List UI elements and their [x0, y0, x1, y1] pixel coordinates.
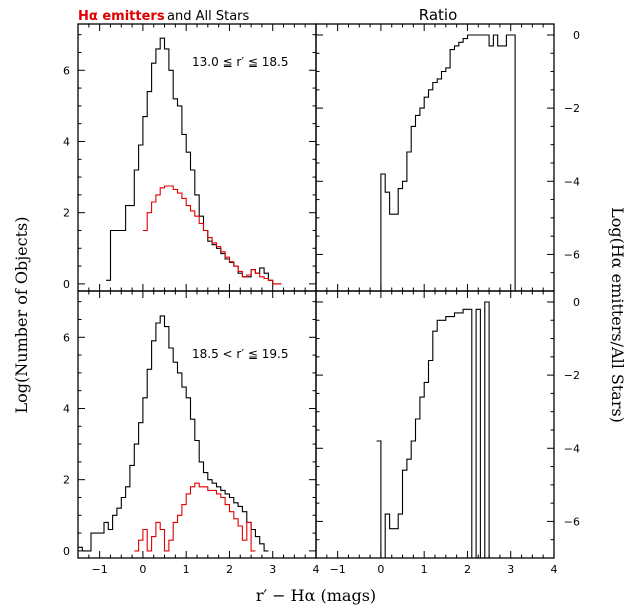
x-tick-label: 1: [421, 563, 428, 576]
panel-bottom-right: −1 0 1 2 3 4 0 −2 −4 −6: [315, 290, 580, 576]
y-tick-label: 6: [63, 64, 70, 77]
y-axis-label-right: Log(Hα emitters/All Stars): [608, 207, 626, 423]
x-tick-label: 2: [464, 563, 471, 576]
series-h-emitters-top-left: [142, 185, 282, 285]
x-tick-label: −1: [92, 563, 108, 576]
y-tick-label: −6: [564, 248, 580, 261]
y-tick-label: 4: [63, 402, 70, 415]
x-tick-label: 2: [226, 563, 233, 576]
title-all-stars: and All Stars: [167, 9, 249, 24]
x-tick-label: 0: [377, 563, 384, 576]
y-axis-label-left: Log(Number of Objects): [12, 217, 31, 414]
plot-frame-bottom-left: [77, 290, 317, 559]
y-tick-label: −2: [564, 102, 580, 115]
y-tick-label: 2: [63, 207, 70, 220]
y-tick-label: 0: [63, 545, 70, 558]
y-tick-label: −6: [564, 515, 580, 528]
panel-top-right: 0 −2 −4 −6: [315, 23, 580, 292]
y-tick-label: 0: [573, 29, 580, 42]
x-tick-label: 4: [313, 563, 320, 576]
annotation-top-left: 13.0 ≦ r′ ≦ 18.5: [192, 55, 288, 69]
series-ratio-top-right: [376, 34, 520, 291]
series-ratio-bottom-right: [376, 301, 494, 558]
panel-bottom-left: −1 0 1 2 3 4 0 2 4 6: [63, 290, 320, 576]
panels: 0 2 4 6 0 −2 −4 −6 −1 0 1 2 3 4 0 2 4 6 −1 0 1 2 3 4 0 −2 −4 −6: [63, 23, 580, 576]
annotation-bottom-left: 18.5 < r′ ≦ 19.5: [192, 347, 288, 361]
y-tick-label: −4: [564, 442, 580, 455]
series-h-emitters-bottom-left: [134, 482, 256, 552]
x-tick-label: 4: [551, 563, 558, 576]
y-tick-label: 0: [573, 296, 580, 309]
x-tick-label: 0: [139, 563, 146, 576]
y-tick-label: 2: [63, 474, 70, 487]
x-tick-label: 3: [507, 563, 514, 576]
y-tick-label: 0: [63, 278, 70, 291]
series-all-stars-bottom-left: [78, 315, 269, 552]
x-axis-label: r′ − Hα (mags): [256, 586, 376, 605]
y-tick-label: −2: [564, 369, 580, 382]
y-tick-label: −4: [564, 175, 580, 188]
x-tick-label: 3: [269, 563, 276, 576]
title-ha-emitters: Hα emitters: [78, 9, 165, 24]
series-all-stars-top-left: [106, 37, 282, 285]
y-tick-label: 6: [63, 331, 70, 344]
x-tick-label: 1: [183, 563, 190, 576]
x-tick-label: −1: [330, 563, 346, 576]
ratio-title: Ratio: [419, 6, 458, 24]
y-tick-label: 4: [63, 135, 70, 148]
plot-frame-top-right: [315, 23, 555, 292]
